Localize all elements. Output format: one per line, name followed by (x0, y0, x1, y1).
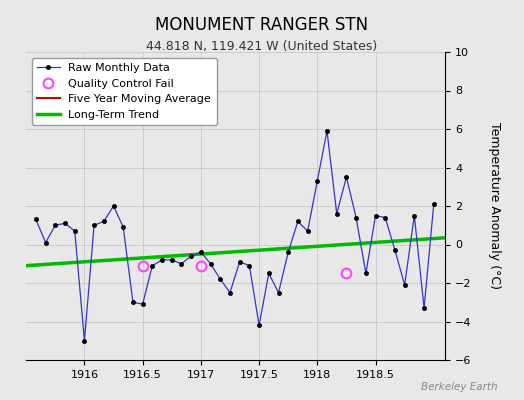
Quality Control Fail (198, 263, 204, 268)
Legend: Raw Monthly Data, Quality Control Fail, Five Year Moving Average, Long-Term Tren: Raw Monthly Data, Quality Control Fail, … (32, 58, 217, 125)
Quality Control Fail (343, 271, 350, 276)
Raw Monthly Data (392, 248, 398, 253)
Raw Monthly Data (149, 263, 156, 268)
Raw Monthly Data (139, 302, 146, 306)
Raw Monthly Data (401, 282, 408, 287)
Line: Quality Control Fail: Quality Control Fail (138, 261, 351, 278)
Raw Monthly Data (208, 261, 214, 266)
Raw Monthly Data (32, 217, 39, 222)
Raw Monthly Data (276, 290, 282, 295)
Raw Monthly Data (42, 240, 49, 245)
Raw Monthly Data (353, 215, 359, 220)
Raw Monthly Data (101, 219, 107, 224)
Raw Monthly Data (246, 263, 253, 268)
Text: MONUMENT RANGER STN: MONUMENT RANGER STN (156, 16, 368, 34)
Raw Monthly Data (62, 221, 68, 226)
Text: 44.818 N, 119.421 W (United States): 44.818 N, 119.421 W (United States) (146, 40, 378, 53)
Raw Monthly Data (324, 128, 330, 133)
Quality Control Fail (139, 263, 146, 268)
Raw Monthly Data (411, 213, 418, 218)
Line: Raw Monthly Data: Raw Monthly Data (34, 129, 436, 343)
Raw Monthly Data (256, 323, 262, 328)
Raw Monthly Data (217, 277, 223, 282)
Raw Monthly Data (198, 250, 204, 254)
Raw Monthly Data (120, 225, 126, 230)
Raw Monthly Data (52, 223, 59, 228)
Raw Monthly Data (285, 250, 291, 254)
Y-axis label: Temperature Anomaly (°C): Temperature Anomaly (°C) (488, 122, 501, 290)
Raw Monthly Data (236, 260, 243, 264)
Text: Berkeley Earth: Berkeley Earth (421, 382, 498, 392)
Raw Monthly Data (373, 213, 379, 218)
Raw Monthly Data (421, 306, 427, 310)
Raw Monthly Data (431, 202, 437, 206)
Raw Monthly Data (363, 271, 369, 276)
Raw Monthly Data (266, 271, 272, 276)
Raw Monthly Data (188, 254, 194, 258)
Raw Monthly Data (304, 229, 311, 234)
Raw Monthly Data (382, 215, 388, 220)
Raw Monthly Data (91, 223, 97, 228)
Raw Monthly Data (178, 261, 184, 266)
Raw Monthly Data (81, 338, 88, 343)
Raw Monthly Data (227, 290, 233, 295)
Raw Monthly Data (111, 204, 117, 208)
Raw Monthly Data (314, 178, 321, 183)
Raw Monthly Data (169, 258, 175, 262)
Raw Monthly Data (130, 300, 136, 305)
Raw Monthly Data (72, 229, 78, 234)
Raw Monthly Data (343, 175, 350, 180)
Raw Monthly Data (159, 258, 165, 262)
Raw Monthly Data (334, 211, 340, 216)
Raw Monthly Data (294, 219, 301, 224)
